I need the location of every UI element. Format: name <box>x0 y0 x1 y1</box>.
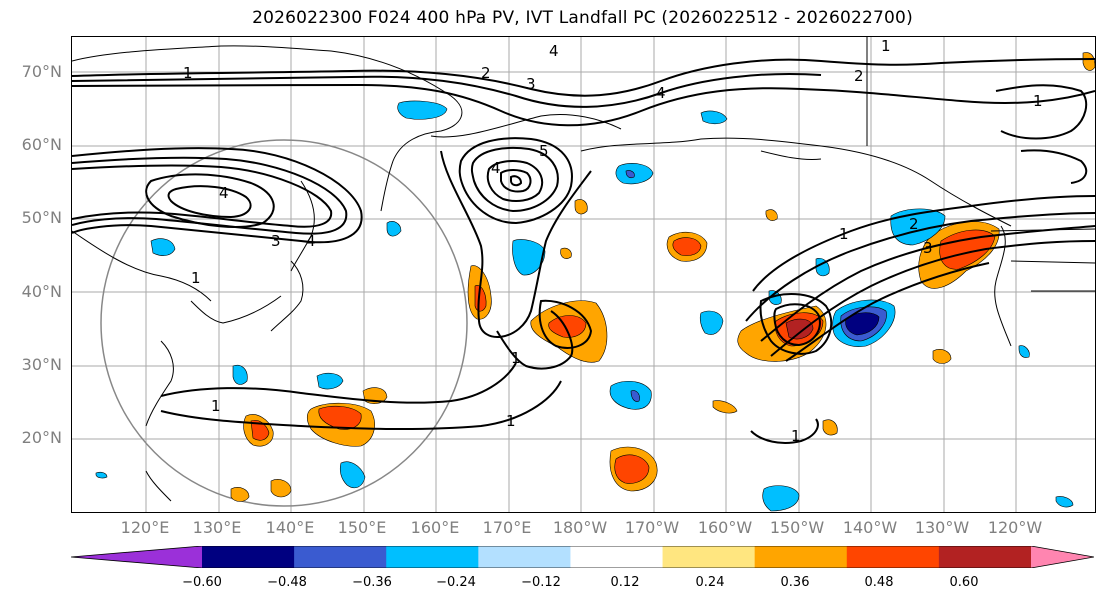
colorbar-segment <box>294 546 387 568</box>
colorbar-tick-060: 0.60 <box>949 575 979 590</box>
lon-label-170w: 170°W <box>624 518 680 537</box>
contour-label-1: 1 <box>791 427 801 445</box>
lon-label-160w: 160°W <box>697 518 753 537</box>
contour-label-1: 1 <box>511 349 521 367</box>
colorbar-segment <box>754 546 848 568</box>
colorbar-segment <box>202 546 295 568</box>
colorbar-tick-neg060: −0.60 <box>182 575 222 590</box>
colorbar <box>71 546 1094 568</box>
lat-label-40n: 40°N <box>21 282 62 301</box>
colorbar-tick-neg036: −0.36 <box>352 575 392 590</box>
colorbar-segment <box>386 546 479 568</box>
lat-label-60n: 60°N <box>21 135 62 154</box>
contour-label-4: 4 <box>219 184 229 202</box>
contour-labels: 1 1 2 2 3 4 4 4 3 4 5 4 1 1 1 1 1 2 3 1 … <box>183 37 1043 445</box>
coastlines <box>72 37 1095 502</box>
pv-contours <box>72 58 1095 444</box>
radius-circle <box>100 139 468 507</box>
lat-label-30n: 30°N <box>21 355 62 374</box>
lon-label-120e: 120°E <box>120 518 170 537</box>
contour-label-3: 3 <box>526 75 536 93</box>
colorbar-tick-neg012: −0.12 <box>521 575 561 590</box>
lat-label-50n: 50°N <box>21 208 62 227</box>
colorbar-segment <box>570 546 664 568</box>
colorbar-tick-neg048: −0.48 <box>267 575 307 590</box>
map-svg: 1 1 2 2 3 4 4 4 3 4 5 4 1 1 1 1 1 2 3 1 … <box>72 37 1095 512</box>
lon-label-130w: 130°W <box>914 518 970 537</box>
colorbar-segment <box>846 546 940 568</box>
colorbar-extend-high <box>1031 546 1094 568</box>
colorbar-tick-048: 0.48 <box>864 575 894 590</box>
colorbar-segment <box>938 546 1032 568</box>
colorbar-segment <box>662 546 756 568</box>
colorbar-segment <box>478 546 571 568</box>
lat-label-70n: 70°N <box>21 62 62 81</box>
contour-label-1: 1 <box>1033 92 1043 110</box>
contour-label-1: 1 <box>211 397 221 415</box>
contour-label-1: 1 <box>839 225 849 243</box>
lon-label-130e: 130°E <box>192 518 242 537</box>
lon-label-140w: 140°W <box>842 518 898 537</box>
contour-label-2: 2 <box>854 67 864 85</box>
contour-label-4: 4 <box>306 232 316 250</box>
contour-label-2: 2 <box>909 215 919 233</box>
colorbar-tick-neg024: −0.24 <box>436 575 476 590</box>
lon-label-180w: 180°W <box>552 518 608 537</box>
contour-label-3: 3 <box>923 239 933 257</box>
contour-label-4: 4 <box>549 42 559 60</box>
contour-label-4: 4 <box>656 84 666 102</box>
lon-label-170e: 170°E <box>482 518 532 537</box>
contour-label-1: 1 <box>183 64 193 82</box>
colorbar-extend-low <box>71 546 202 568</box>
plot-title: 2026022300 F024 400 hPa PV, IVT Landfall… <box>252 8 913 28</box>
colorbar-tick-036: 0.36 <box>780 575 810 590</box>
colorbar-tick-012: 0.12 <box>610 575 640 590</box>
lat-label-20n: 20°N <box>21 428 62 447</box>
contour-label-5: 5 <box>539 142 549 160</box>
lon-label-150w: 150°W <box>769 518 825 537</box>
colorbar-tick-024: 0.24 <box>695 575 725 590</box>
lon-label-160e: 160°E <box>410 518 460 537</box>
colorbar-segments <box>71 546 1094 568</box>
lon-label-140e: 140°E <box>265 518 315 537</box>
positive-anomaly-shading <box>230 52 1095 502</box>
contour-label-4: 4 <box>491 159 501 177</box>
contour-label-1: 1 <box>881 37 891 55</box>
lon-label-150e: 150°E <box>337 518 387 537</box>
map-panel[interactable]: 1 1 2 2 3 4 4 4 3 4 5 4 1 1 1 1 1 2 3 1 … <box>71 36 1096 513</box>
contour-label-3: 3 <box>271 232 281 250</box>
contour-label-1: 1 <box>191 269 201 287</box>
negative-anomaly-shading <box>95 100 1074 512</box>
contour-label-2: 2 <box>481 64 491 82</box>
contour-label-1: 1 <box>506 412 516 430</box>
lon-label-120w: 120°W <box>987 518 1043 537</box>
